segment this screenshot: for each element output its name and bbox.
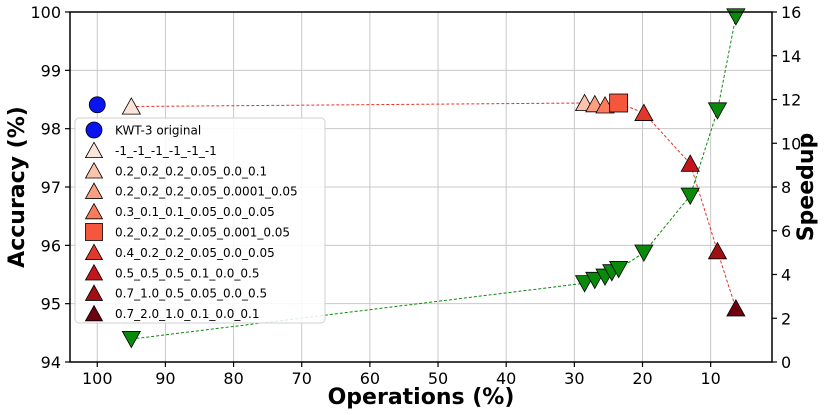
legend-entry: 0.4_0.2_0.2_0.05_0.0_0.05 (115, 246, 275, 260)
legend-marker (85, 223, 103, 241)
y2-axis-label: Speedup (794, 133, 819, 242)
speedup-point (726, 8, 746, 26)
y2-tick-label: 10 (781, 134, 801, 153)
axis-ticks: 100 90 80 70 60 50 40 30 20 10 94 95 96 97 98 99 100 0 2 4 6… (30, 3, 801, 388)
legend-entry: 0.3_0.1_0.1_0.05_0.0_0.05 (115, 205, 275, 219)
x-tick-label: 20 (632, 369, 652, 388)
y-tick-label: 100 (30, 3, 61, 22)
legend-entry: 0.7_2.0_1.0_0.1_0.0_0.1 (115, 307, 260, 321)
accuracy-point (707, 241, 728, 260)
y-tick-label: 96 (41, 236, 61, 255)
x-tick-label: 10 (700, 369, 720, 388)
legend-marker (84, 141, 104, 159)
legend-entry: 0.2_0.2_0.2_0.05_0.0_0.1 (115, 164, 267, 178)
x-tick-label: 90 (155, 369, 175, 388)
y2-tick-label: 6 (781, 222, 791, 241)
legend-marker (84, 263, 104, 281)
legend-entry: 0.2_0.2_0.2_0.05_0.001_0.05 (115, 226, 290, 240)
x-axis-label: Operations (%) (328, 385, 515, 410)
accuracy-point (88, 96, 106, 114)
accuracy-point (726, 298, 746, 317)
y2-tick-label: 2 (781, 309, 791, 328)
legend-entry: 0.5_0.5_0.5_0.1_0.0_0.5 (115, 266, 260, 280)
legend-marker (84, 284, 104, 301)
accuracy-point (634, 103, 654, 121)
speedup-point (707, 102, 728, 120)
accuracy-point (609, 93, 629, 113)
x-tick-label: 40 (496, 369, 516, 388)
x-tick-label: 70 (292, 369, 312, 388)
accuracy-point (680, 154, 700, 172)
y-axis-label: Accuracy (%) (5, 106, 30, 268)
legend-marker (84, 202, 104, 220)
y2-tick-label: 12 (781, 91, 801, 110)
legend-marker (84, 243, 104, 261)
legend-entry: 0.2_0.2_0.2_0.05_0.0001_0.05 (115, 185, 298, 199)
x-tick-label: 80 (223, 369, 243, 388)
y-tick-label: 97 (41, 178, 61, 197)
x-tick-label: 60 (360, 369, 380, 388)
legend-entry: 0.7_1.0_0.5_0.05_0.0_0.5 (115, 287, 267, 301)
y-tick-label: 94 (41, 353, 61, 372)
speedup-point (680, 187, 700, 206)
y-tick-label: 99 (41, 61, 61, 80)
y2-tick-label: 16 (781, 3, 801, 22)
y2-tick-label: 0 (781, 353, 791, 372)
accuracy-point (121, 97, 142, 115)
legend-marker (84, 161, 104, 179)
y2-tick-label: 14 (781, 47, 801, 66)
legend-marker (84, 304, 104, 322)
legend-entry: -1_-1_-1_-1_-1_-1 (115, 144, 217, 158)
speedup-point (634, 244, 654, 262)
legend: KWT-3 original -1_-1_-1_-1_-1_-1 0.2_0.2_0… (74, 117, 326, 324)
legend-marker (85, 121, 103, 139)
legend-box (74, 117, 326, 324)
y2-tick-label: 4 (781, 266, 791, 285)
x-tick-label: 30 (564, 369, 584, 388)
legend-marker (84, 182, 104, 199)
speedup-point (585, 271, 605, 290)
data-marks (88, 8, 746, 349)
y2-tick-label: 8 (781, 178, 791, 197)
speedup-point (608, 260, 629, 279)
y-tick-label: 95 (41, 295, 61, 314)
x-tick-label: 50 (428, 369, 448, 388)
y-tick-label: 98 (41, 120, 61, 139)
legend-entry: KWT-3 original (115, 124, 201, 138)
x-tick-label: 100 (82, 369, 113, 388)
speedup-point (121, 330, 142, 349)
speedup-point (574, 275, 595, 293)
